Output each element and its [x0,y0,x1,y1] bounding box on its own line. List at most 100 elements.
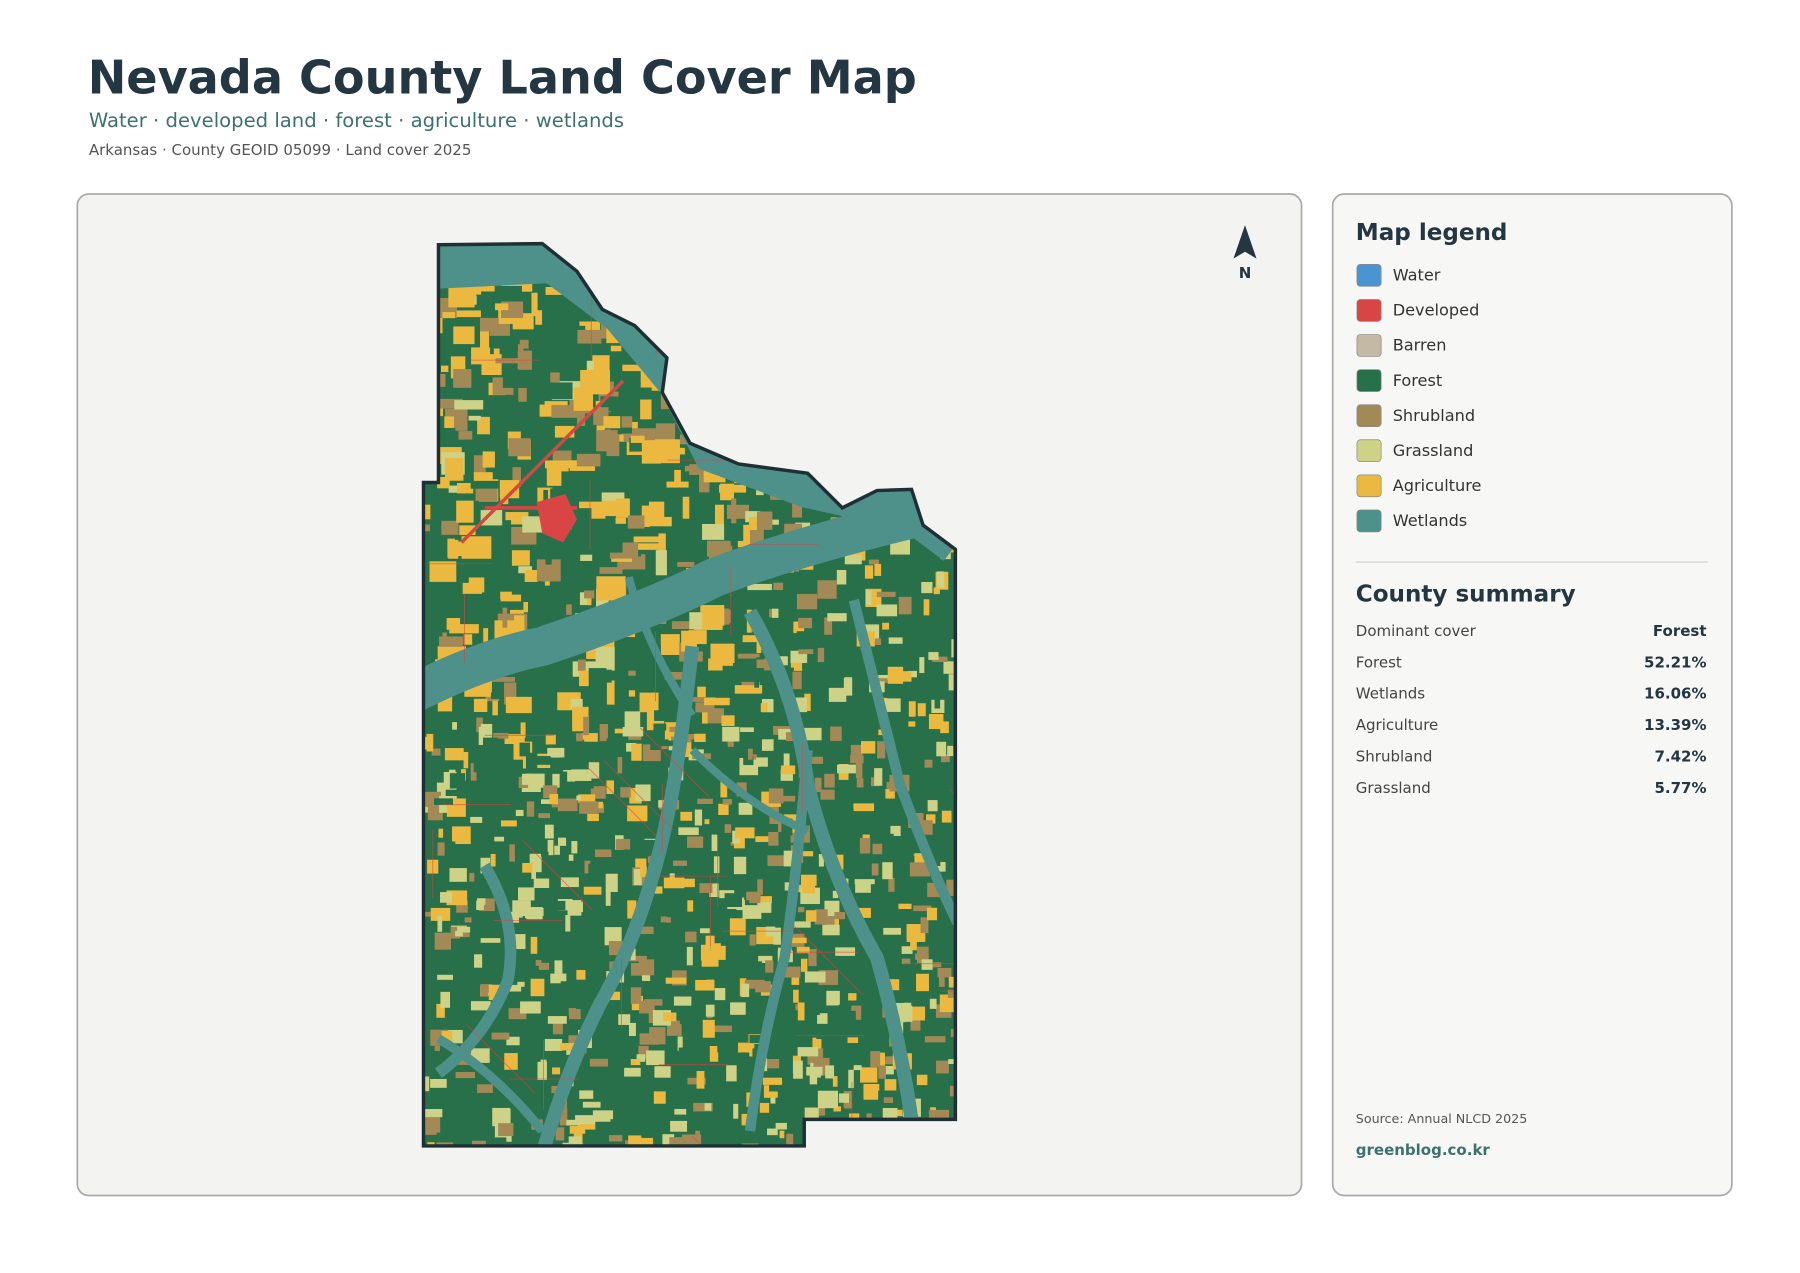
patch [865,590,872,605]
patch [511,550,530,566]
patch [856,778,864,788]
patch [883,1097,894,1103]
patch [898,596,912,615]
patch [519,339,529,349]
patch [769,628,776,639]
patch [577,329,602,344]
patch [874,563,882,576]
patch [729,521,744,541]
patch [448,539,459,559]
patch [639,692,659,713]
patch [908,701,916,717]
patch [627,805,648,822]
patch [768,788,784,804]
patch [936,1039,955,1047]
patch [923,599,930,616]
patch [683,748,690,758]
patch [565,915,571,932]
legend-swatch [1356,264,1382,287]
patch [508,438,531,457]
patch [605,873,618,892]
patch [838,1093,849,1103]
patch [552,1018,563,1035]
patch [704,819,710,825]
summary-label: Shrubland [1356,747,1433,765]
patch [940,754,950,763]
patch [441,520,459,535]
patch [566,437,586,447]
patch [747,748,753,760]
patch [524,569,538,582]
patch [798,649,814,655]
patch [463,751,469,769]
patch [771,608,779,618]
patch [566,1119,580,1126]
patch [521,281,533,292]
patch [822,924,840,936]
patch [709,883,719,898]
patch [570,698,583,710]
patch [901,946,913,954]
patch [568,854,574,861]
patch [453,450,484,459]
patch [778,728,792,740]
patch [885,979,900,991]
patch [591,820,610,834]
patch [608,1135,623,1142]
patch [439,742,445,760]
patch [903,964,912,972]
patch [756,511,773,530]
patch [630,435,645,443]
patch [480,986,489,997]
patch [509,844,515,862]
patch [473,455,486,480]
patch [824,773,835,788]
patch [580,554,593,561]
patch [654,710,679,721]
patch [847,1037,866,1044]
patch [483,628,489,654]
patch [949,1085,956,1097]
patch [887,666,904,684]
patch [749,1035,755,1052]
patch [689,464,714,475]
patch [606,680,615,705]
patch [579,501,603,509]
patch [800,958,808,972]
patch [557,837,567,846]
legend-swatch [1356,509,1382,533]
patch [626,742,637,752]
patch [563,769,579,782]
patch [677,1036,683,1051]
patch [808,949,817,967]
patch [514,615,525,633]
patch [522,773,532,785]
patch [730,1002,746,1015]
patch [910,1016,921,1031]
patch [755,836,776,843]
patch [689,697,716,702]
road [640,727,710,798]
patch [908,721,916,727]
patch [594,849,612,858]
patch [737,653,760,659]
patch [426,733,434,752]
patch [436,782,446,801]
patch [449,868,467,882]
patch [531,292,538,317]
patch [554,845,560,855]
patch [445,457,464,481]
patch [820,789,835,800]
legend-label: Forest [1393,371,1443,390]
patch [766,1059,780,1069]
patch [455,1072,476,1079]
patch [921,581,933,594]
patch [745,511,761,523]
patch [754,961,762,979]
patch [784,882,793,891]
patch [762,1077,783,1085]
patch [583,886,602,895]
patch [544,460,572,469]
patch [722,973,739,989]
patch [423,1109,443,1118]
